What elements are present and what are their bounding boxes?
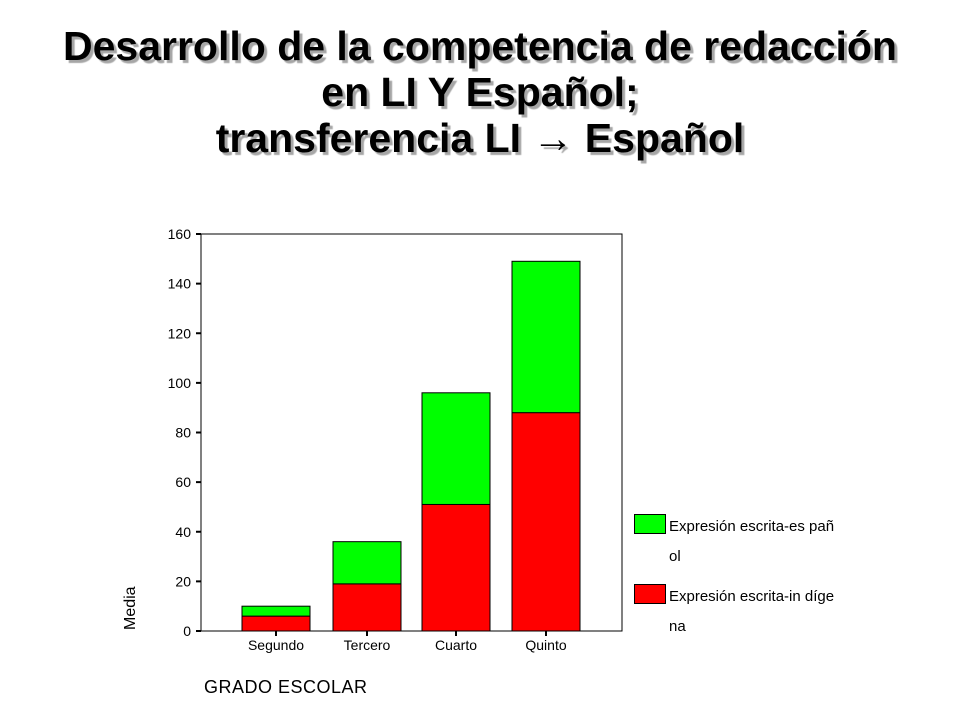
y-tick-label: 100 — [168, 375, 192, 391]
y-tick-label: 80 — [175, 425, 191, 441]
y-axis: 0 20 40 60 80 100 120 140 160 — [168, 226, 201, 639]
x-tick-label-segundo: Segundo — [248, 637, 304, 653]
x-tick-label-tercero: Tercero — [344, 637, 391, 653]
x-axis: Segundo Tercero Cuarto Quinto — [248, 631, 567, 653]
legend-label-espanol: Expresión escrita-es pañol — [669, 518, 835, 565]
y-tick-label: 160 — [168, 226, 192, 242]
y-tick-label: 60 — [175, 474, 191, 490]
bar-cuarto-indigena — [421, 503, 491, 632]
bar-segundo-espanol — [241, 605, 311, 617]
title-line-3: transferencia LI → Español — [215, 114, 745, 161]
title-line-1: Desarrollo de la competencia de redacció… — [63, 23, 897, 69]
slide-title: Desarrollo de la competencia de redacció… — [0, 23, 960, 162]
legend-swatch-espanol — [634, 514, 666, 534]
title-line-2: en LI Y Español; — [321, 68, 639, 115]
y-tick-label: 120 — [168, 325, 192, 341]
bar-quinto-espanol — [511, 260, 581, 414]
y-tick-label: 20 — [175, 573, 191, 589]
x-tick-label-cuarto: Cuarto — [435, 637, 477, 653]
y-tick-label: 140 — [168, 276, 192, 292]
x-axis-label: GRADO ESCOLAR — [204, 677, 368, 697]
bar-tercero-indigena — [332, 583, 402, 632]
bar-cuarto-espanol — [421, 392, 491, 505]
y-axis-label: Media — [122, 586, 139, 630]
y-tick-label: 40 — [175, 524, 191, 540]
x-tick-label-quinto: Quinto — [525, 637, 566, 653]
legend-swatch-indigena — [634, 584, 666, 604]
y-tick-label: 0 — [183, 623, 191, 639]
bar-tercero-espanol — [332, 541, 402, 585]
bar-quinto-indigena — [511, 412, 581, 632]
bars-group — [241, 260, 581, 632]
legend-label-indigena: Expresión escrita-in dígena — [669, 588, 835, 635]
bar-segundo-indigena — [241, 615, 311, 632]
